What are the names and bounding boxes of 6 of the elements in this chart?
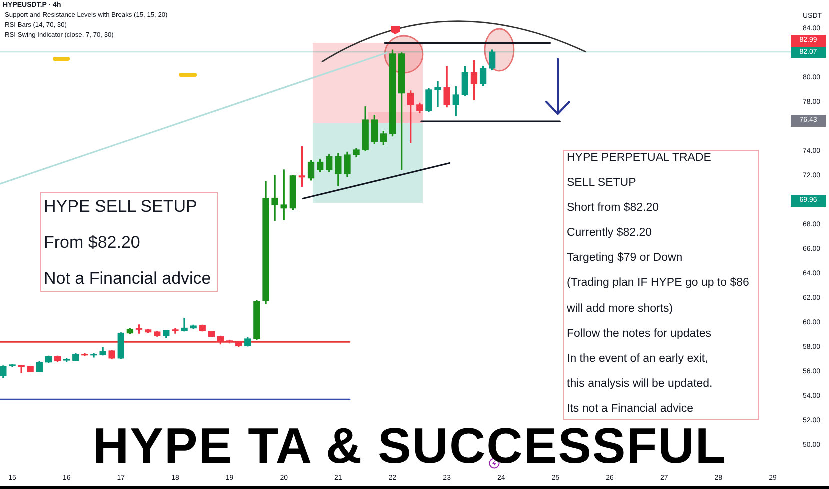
candlestick	[9, 364, 16, 368]
text-box: HYPE PERPETUAL TRADE SELL SETUP Short from $82.20 Currently $82.20 Targeting $79 or Down (Trading plan IF HYPE go up to $86 will add more shorts) Follow the notes for updates In the event of an early exit, this analysis will be updated. Its not a Financial advice	[563, 150, 759, 420]
text: HYPE TA & SUCCESSFUL	[93, 418, 727, 474]
candlestick	[27, 366, 34, 372]
text-box: HYPE SELL SETUP From $82.20 Not a Financial advice	[40, 192, 218, 292]
candlestick	[172, 328, 179, 334]
